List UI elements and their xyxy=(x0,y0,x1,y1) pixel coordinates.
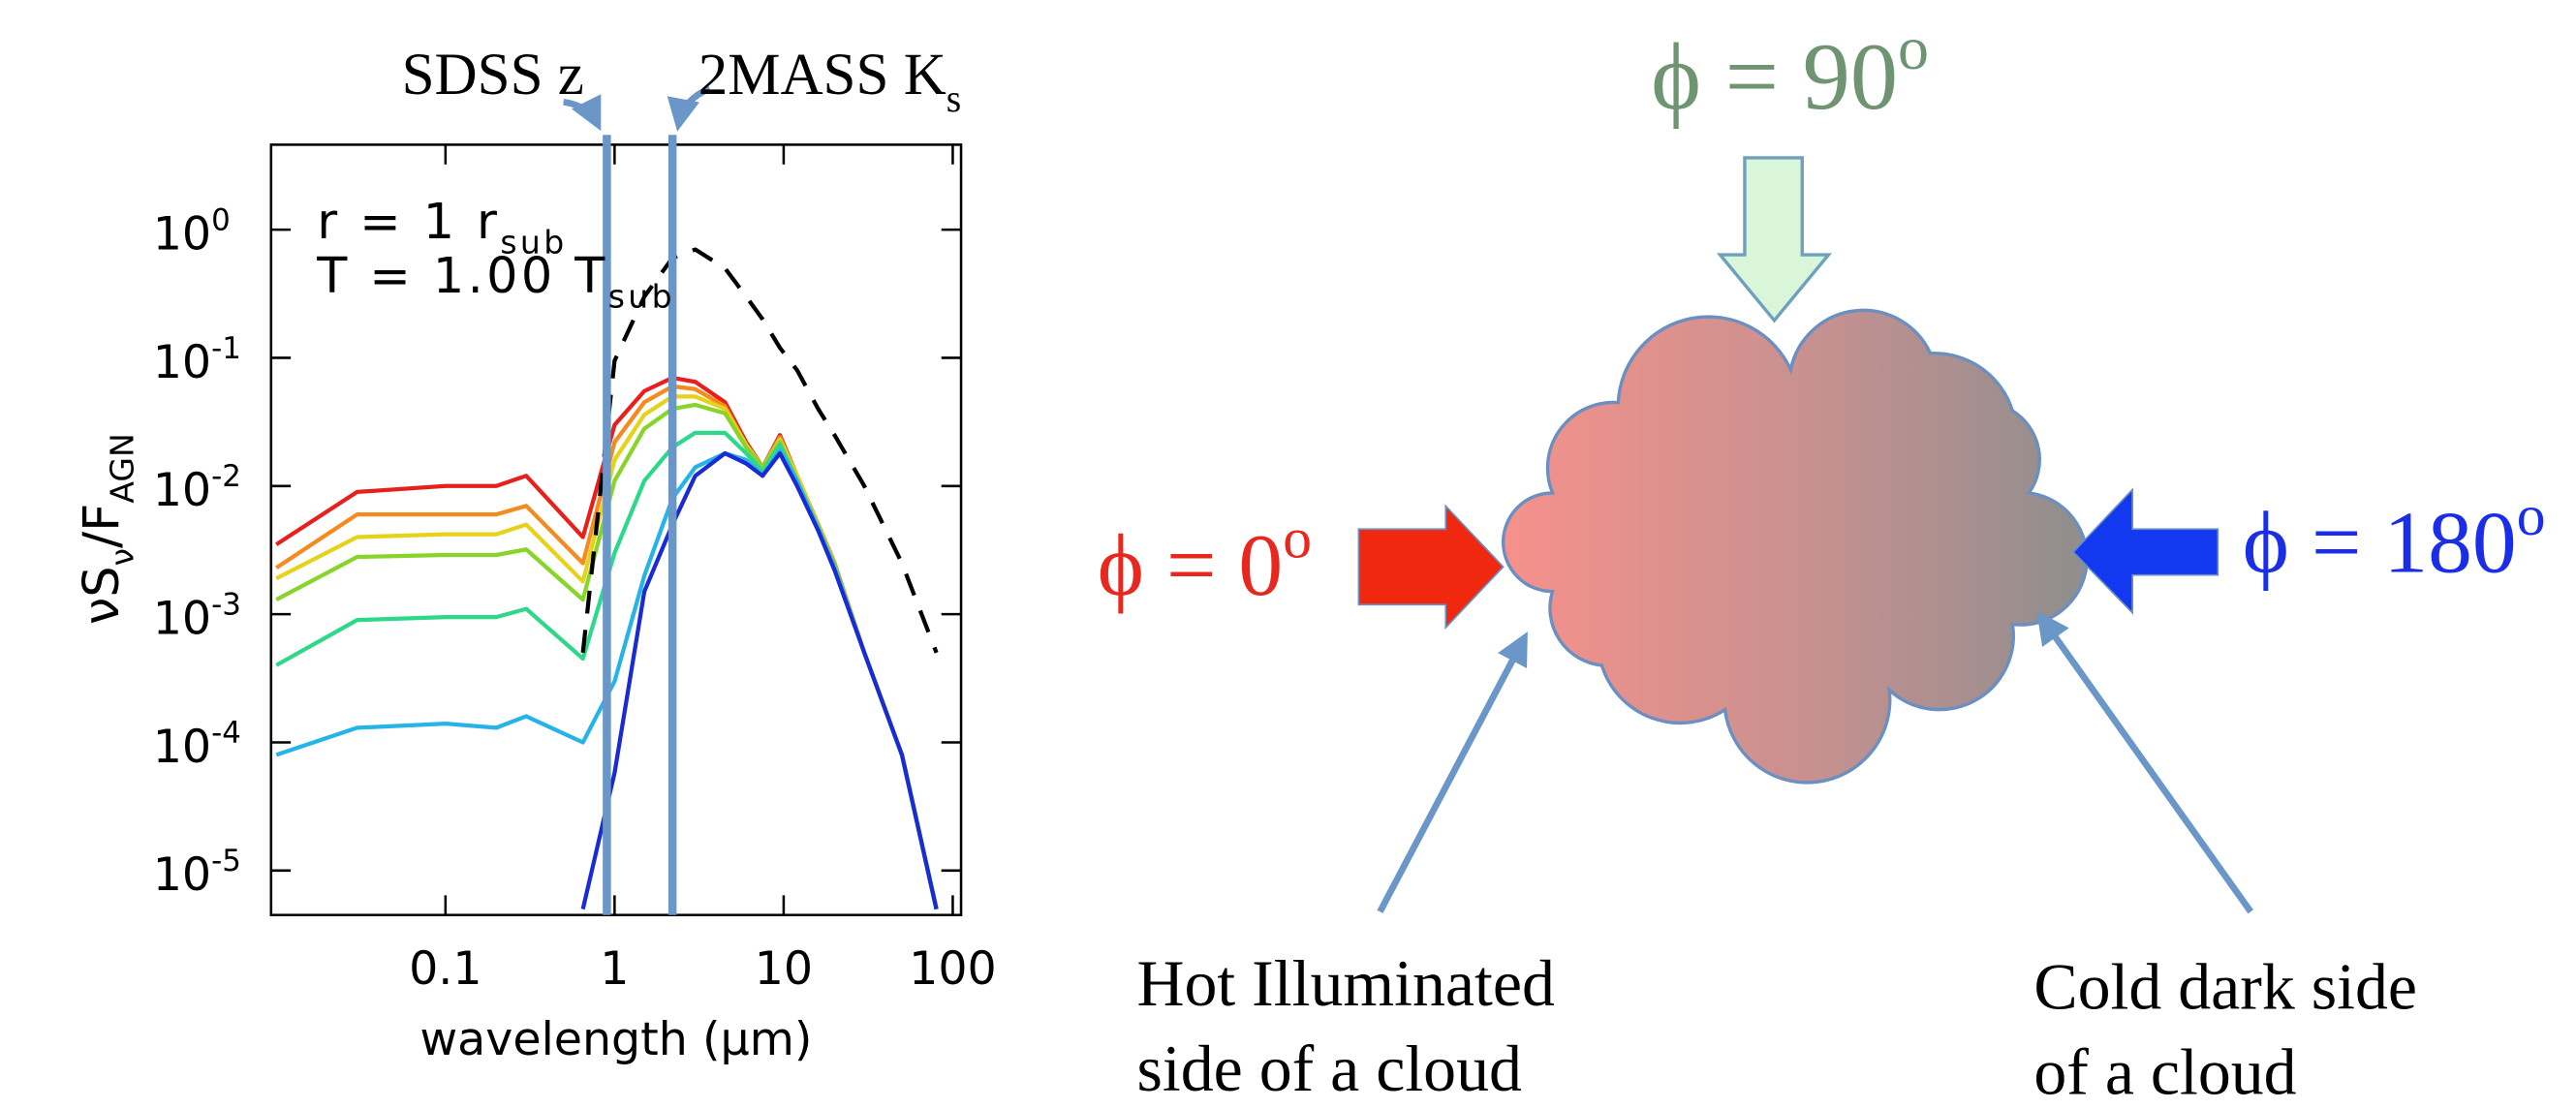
y-tick-label: 10-5 xyxy=(153,844,241,902)
band-label-part: SDSS z xyxy=(402,43,584,108)
annotation-part: r = 1 r xyxy=(317,193,500,250)
y-tick-label-part: 10 xyxy=(153,464,211,517)
y-tick-label-part: -3 xyxy=(211,588,241,623)
series-line xyxy=(580,450,939,910)
angle-label-part: ϕ = 180 xyxy=(2243,492,2517,591)
arrow-left xyxy=(2071,487,2219,615)
annotation: T = 1.00 Tsub xyxy=(316,247,675,315)
note: Hot Illuminated xyxy=(1136,947,1554,1020)
angle-label-part: o xyxy=(1898,14,1929,82)
y-tick-label-part: -1 xyxy=(211,331,241,366)
cloud xyxy=(1502,308,2089,785)
x-tick-label: 0.1 xyxy=(409,942,482,996)
pointer-arrow xyxy=(1377,632,1528,913)
band-label: SDSS z xyxy=(402,43,584,108)
y-axis-label: νSν/FAGN xyxy=(73,433,140,625)
arrow-down xyxy=(1716,156,1833,323)
annotation: r = 1 rsub xyxy=(317,193,567,261)
x-tick-label: 100 xyxy=(909,942,997,996)
angle-label-part: o xyxy=(2517,483,2546,547)
angle-label: ϕ = 180o xyxy=(2243,483,2546,591)
y-tick-label-part: 10 xyxy=(153,592,211,645)
y-tick-label: 10-3 xyxy=(153,588,241,646)
y-tick-label-part: 0 xyxy=(211,203,231,238)
y-axis-label-part: /F xyxy=(73,504,130,548)
y-tick-label-part: -5 xyxy=(211,844,241,878)
band-label: 2MASS Ks xyxy=(698,43,962,120)
annotation-part: T = 1.00 T xyxy=(316,247,607,304)
y-tick-label-part: 10 xyxy=(153,721,211,774)
y-tick-label: 10-2 xyxy=(153,459,241,517)
note: side of a cloud xyxy=(1136,1032,1522,1105)
y-axis-label-part: νS xyxy=(73,566,130,625)
y-tick-label-part: -2 xyxy=(211,459,241,494)
band-label-part: s xyxy=(947,77,961,120)
x-tick-label: 10 xyxy=(755,942,813,996)
y-tick-label: 10-4 xyxy=(153,716,241,774)
y-tick-label-part: -4 xyxy=(211,716,241,751)
y-tick-label-part: 10 xyxy=(153,336,211,389)
y-axis-label-part: AGN xyxy=(103,433,140,503)
plot-frame xyxy=(269,143,963,916)
y-tick-label-part: 10 xyxy=(153,848,211,902)
pointer-arrow xyxy=(2036,610,2253,914)
angle-label: ϕ = 90o xyxy=(1651,14,1929,130)
angle-label: ϕ = 0o xyxy=(1098,507,1312,614)
note: of a cloud xyxy=(2033,1036,2296,1109)
angle-label-part: ϕ = 90 xyxy=(1651,24,1898,130)
annotation-part: sub xyxy=(500,223,567,261)
y-tick-label: 10-1 xyxy=(153,331,241,389)
pointer-arrow xyxy=(667,85,711,132)
angle-label-part: o xyxy=(1283,507,1312,570)
arrow-right xyxy=(1357,504,1505,631)
y-tick-label: 100 xyxy=(153,203,231,262)
y-tick-label-part: 10 xyxy=(153,207,211,261)
series-line xyxy=(580,247,939,654)
y-axis-label-part: ν xyxy=(103,548,140,566)
plot-lines xyxy=(275,247,939,910)
pointer-arrow xyxy=(563,94,602,132)
angle-label-part: ϕ = 0 xyxy=(1098,515,1283,614)
x-tick-label: 1 xyxy=(600,942,629,996)
note: Cold dark side xyxy=(2033,950,2417,1023)
band-label-part: 2MASS K xyxy=(698,43,947,108)
annotation-part: sub xyxy=(608,277,675,315)
x-axis-label: wavelength (μm) xyxy=(419,1013,812,1066)
